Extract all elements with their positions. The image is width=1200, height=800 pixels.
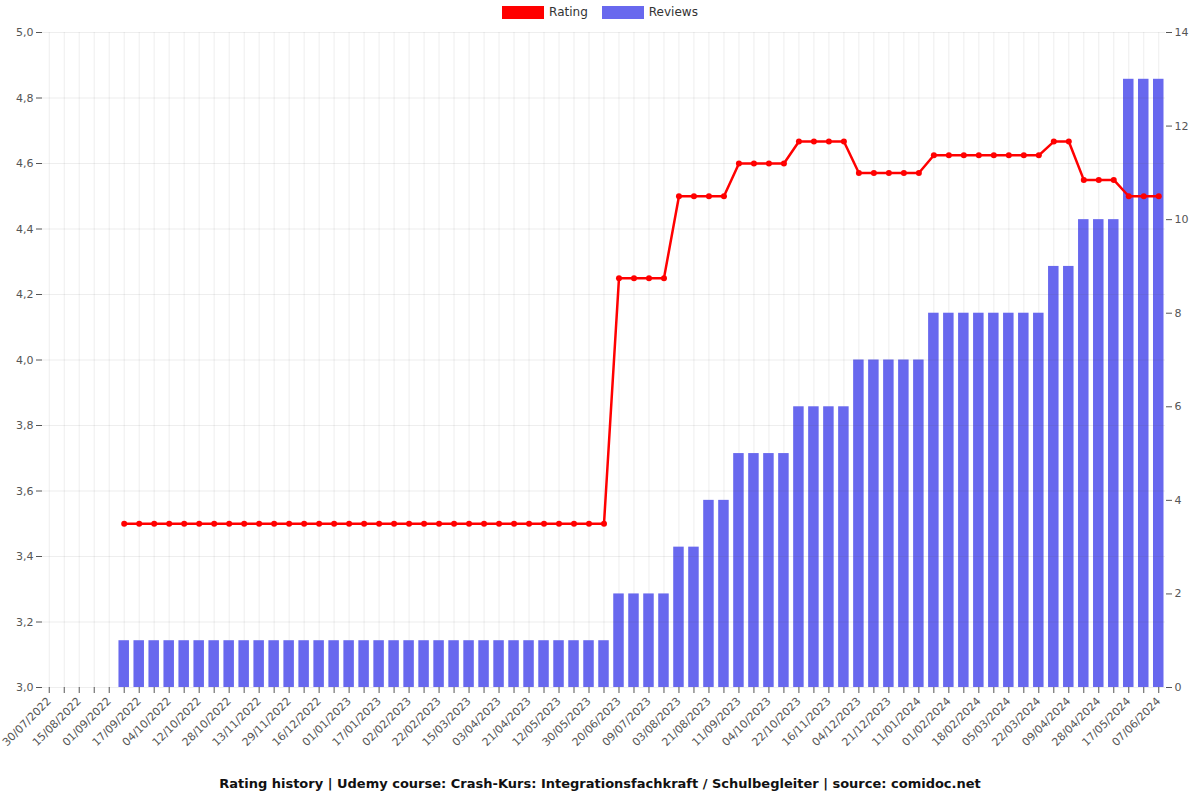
svg-text:15/08/2022: 15/08/2022 bbox=[29, 694, 84, 749]
svg-text:21/12/2023: 21/12/2023 bbox=[839, 694, 894, 749]
svg-text:4,6: 4,6 bbox=[16, 157, 34, 170]
svg-text:3,0: 3,0 bbox=[16, 681, 34, 694]
svg-text:29/11/2022: 29/11/2022 bbox=[239, 694, 294, 749]
svg-text:11/09/2023: 11/09/2023 bbox=[689, 694, 744, 749]
svg-text:17/05/2024: 17/05/2024 bbox=[1079, 694, 1134, 749]
svg-text:22/02/2023: 22/02/2023 bbox=[389, 694, 444, 749]
svg-text:4,8: 4,8 bbox=[16, 92, 34, 105]
svg-text:28/10/2022: 28/10/2022 bbox=[179, 694, 234, 749]
svg-text:18/02/2024: 18/02/2024 bbox=[929, 694, 984, 749]
svg-text:4,2: 4,2 bbox=[16, 288, 34, 301]
svg-text:5,0: 5,0 bbox=[16, 26, 34, 39]
svg-text:8: 8 bbox=[1175, 307, 1182, 320]
svg-text:15/03/2023: 15/03/2023 bbox=[419, 694, 474, 749]
svg-text:11/01/2024: 11/01/2024 bbox=[869, 694, 924, 749]
svg-text:01/01/2023: 01/01/2023 bbox=[299, 694, 354, 749]
html-text:Reviews: Reviews bbox=[648, 5, 698, 19]
svg-text:16/12/2022: 16/12/2022 bbox=[269, 694, 324, 749]
svg-text:12/05/2023: 12/05/2023 bbox=[509, 694, 564, 749]
svg-text:04/12/2023: 04/12/2023 bbox=[809, 694, 864, 749]
svg-text:09/07/2023: 09/07/2023 bbox=[599, 694, 654, 749]
svg-text:01/09/2022: 01/09/2022 bbox=[59, 694, 114, 749]
svg-text:4,4: 4,4 bbox=[16, 223, 34, 236]
svg-text:22/03/2024: 22/03/2024 bbox=[989, 694, 1044, 749]
html-text:Rating history | Udemy course:: Rating history | Udemy course: Crash-Kur… bbox=[219, 776, 981, 791]
svg-text:30/05/2023: 30/05/2023 bbox=[539, 694, 594, 749]
svg-text:12: 12 bbox=[1175, 120, 1189, 133]
svg-text:14: 14 bbox=[1175, 26, 1189, 39]
svg-text:07/06/2024: 07/06/2024 bbox=[1109, 695, 1163, 749]
svg-text:02/02/2023: 02/02/2023 bbox=[359, 694, 414, 749]
svg-text:01/02/2024: 01/02/2024 bbox=[899, 694, 954, 749]
svg-text:2: 2 bbox=[1175, 587, 1182, 600]
svg-text:3,8: 3,8 bbox=[16, 419, 34, 432]
svg-text:12/10/2022: 12/10/2022 bbox=[149, 694, 204, 749]
svg-text:17/01/2023: 17/01/2023 bbox=[329, 694, 384, 749]
svg-text:6: 6 bbox=[1175, 400, 1182, 413]
html-text:Rating: Rating bbox=[549, 5, 588, 19]
svg-text:04/10/2022: 04/10/2022 bbox=[119, 694, 174, 749]
svg-text:04/10/2023: 04/10/2023 bbox=[719, 694, 774, 749]
svg-text:21/08/2023: 21/08/2023 bbox=[659, 694, 714, 749]
svg-text:4: 4 bbox=[1175, 494, 1182, 507]
svg-text:17/09/2022: 17/09/2022 bbox=[89, 694, 144, 749]
svg-text:28/04/2024: 28/04/2024 bbox=[1049, 694, 1104, 749]
svg-text:09/04/2024: 09/04/2024 bbox=[1019, 694, 1074, 749]
svg-text:05/03/2024: 05/03/2024 bbox=[959, 694, 1014, 749]
svg-text:3,6: 3,6 bbox=[16, 485, 34, 498]
svg-text:3,2: 3,2 bbox=[16, 616, 34, 629]
svg-text:03/08/2023: 03/08/2023 bbox=[629, 694, 684, 749]
svg-text:10: 10 bbox=[1175, 213, 1189, 226]
svg-text:0: 0 bbox=[1175, 681, 1182, 694]
svg-text:13/11/2022: 13/11/2022 bbox=[209, 694, 264, 749]
svg-text:16/11/2023: 16/11/2023 bbox=[779, 694, 834, 749]
svg-text:3,4: 3,4 bbox=[16, 550, 34, 563]
svg-text:20/06/2023: 20/06/2023 bbox=[569, 694, 624, 749]
svg-text:03/04/2023: 03/04/2023 bbox=[449, 694, 504, 749]
svg-text:4,0: 4,0 bbox=[16, 354, 34, 367]
svg-text:21/04/2023: 21/04/2023 bbox=[479, 694, 534, 749]
svg-text:22/10/2023: 22/10/2023 bbox=[749, 694, 804, 749]
